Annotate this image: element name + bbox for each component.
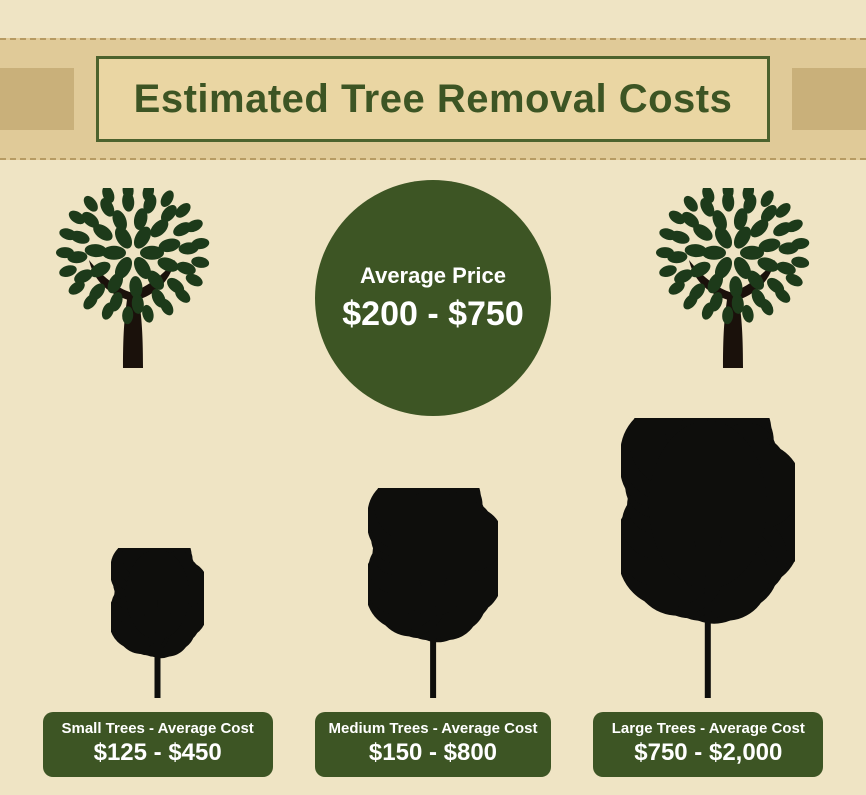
large-tree-label: Large Trees - Average Cost (607, 720, 809, 737)
small-tree-value: $125 - $450 (57, 739, 259, 767)
small-tree-col: Small Trees - Average Cost $125 - $450 (33, 548, 283, 777)
content-area: Average Price $200 - $750 Small Trees - … (0, 158, 866, 795)
infographic-root: Estimated Tree Removal Costs Average Pri… (0, 0, 866, 795)
medium-tree-value: $150 - $800 (329, 739, 538, 767)
large-tree-col: Large Trees - Average Cost $750 - $2,000 (583, 418, 833, 777)
dash-top (0, 38, 866, 40)
tree-icon-right (648, 188, 818, 368)
large-tree-value: $750 - $2,000 (607, 739, 809, 767)
ribbon-notch-right (792, 68, 866, 130)
medium-tree-tag: Medium Trees - Average Cost $150 - $800 (315, 712, 552, 777)
small-tree-label: Small Trees - Average Cost (57, 720, 259, 737)
small-tree-tag: Small Trees - Average Cost $125 - $450 (43, 712, 273, 777)
large-tree-tag: Large Trees - Average Cost $750 - $2,000 (593, 712, 823, 777)
medium-tree-icon (368, 488, 498, 698)
average-price-value: $200 - $750 (342, 295, 524, 334)
average-price-circle: Average Price $200 - $750 (315, 180, 551, 416)
small-tree-icon (111, 548, 204, 698)
large-tree-icon (621, 418, 795, 698)
page-title: Estimated Tree Removal Costs (134, 77, 733, 122)
header-band: Estimated Tree Removal Costs (0, 0, 866, 158)
title-plate: Estimated Tree Removal Costs (96, 56, 770, 142)
tree-size-row: Small Trees - Average Cost $125 - $450 M… (0, 418, 866, 777)
tree-icon-left (48, 188, 218, 368)
average-price-label: Average Price (360, 263, 506, 289)
medium-tree-col: Medium Trees - Average Cost $150 - $800 (308, 488, 558, 777)
ribbon-notch-left (0, 68, 74, 130)
medium-tree-label: Medium Trees - Average Cost (329, 720, 538, 737)
